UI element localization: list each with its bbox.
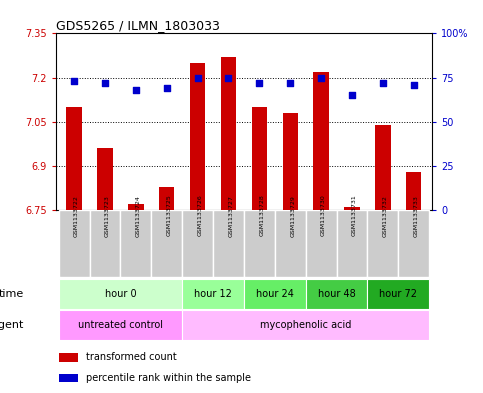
Bar: [58, 310, 182, 340]
Bar: [283, 113, 298, 210]
Bar: [275, 210, 306, 277]
Point: [348, 92, 356, 98]
Bar: [97, 148, 113, 210]
Bar: [252, 107, 267, 210]
Bar: [59, 373, 78, 382]
Bar: [59, 353, 78, 362]
Bar: [89, 210, 120, 277]
Bar: [406, 172, 422, 210]
Text: GSM1133732: GSM1133732: [383, 195, 388, 237]
Bar: [182, 210, 213, 277]
Text: percentile rank within the sample: percentile rank within the sample: [85, 373, 251, 383]
Polygon shape: [29, 285, 48, 303]
Bar: [58, 210, 89, 277]
Point: [379, 80, 387, 86]
Text: GSM1133726: GSM1133726: [198, 195, 202, 237]
Text: GSM1133722: GSM1133722: [74, 195, 79, 237]
Bar: [244, 279, 306, 309]
Bar: [368, 279, 429, 309]
Bar: [306, 279, 368, 309]
Bar: [213, 210, 244, 277]
Text: GSM1133728: GSM1133728: [259, 195, 264, 237]
Bar: [190, 63, 205, 210]
Text: hour 0: hour 0: [105, 289, 136, 299]
Bar: [306, 210, 337, 277]
Polygon shape: [29, 316, 48, 334]
Bar: [313, 72, 329, 210]
Point: [132, 87, 140, 93]
Text: GSM1133725: GSM1133725: [167, 195, 172, 237]
Bar: [221, 57, 236, 210]
Text: mycophenolic acid: mycophenolic acid: [260, 320, 351, 330]
Bar: [244, 210, 275, 277]
Bar: [182, 279, 244, 309]
Text: GSM1133733: GSM1133733: [414, 195, 419, 237]
Bar: [66, 107, 82, 210]
Text: GSM1133731: GSM1133731: [352, 195, 357, 237]
Text: time: time: [0, 289, 24, 299]
Text: GSM1133724: GSM1133724: [136, 195, 141, 237]
Bar: [368, 210, 398, 277]
Point: [70, 78, 78, 84]
Text: transformed count: transformed count: [85, 353, 176, 362]
Bar: [375, 125, 391, 210]
Text: hour 48: hour 48: [318, 289, 355, 299]
Text: GDS5265 / ILMN_1803033: GDS5265 / ILMN_1803033: [56, 19, 219, 32]
Text: GSM1133727: GSM1133727: [228, 195, 233, 237]
Point: [286, 80, 294, 86]
Point: [101, 80, 109, 86]
Bar: [182, 310, 429, 340]
Text: GSM1133730: GSM1133730: [321, 195, 326, 237]
Point: [317, 74, 325, 81]
Bar: [344, 207, 360, 210]
Bar: [58, 279, 182, 309]
Point: [256, 80, 263, 86]
Point: [163, 85, 170, 91]
Text: hour 12: hour 12: [194, 289, 232, 299]
Text: GSM1133723: GSM1133723: [105, 195, 110, 237]
Point: [225, 74, 232, 81]
Text: GSM1133729: GSM1133729: [290, 195, 295, 237]
Bar: [120, 210, 151, 277]
Bar: [398, 210, 429, 277]
Bar: [151, 210, 182, 277]
Text: untreated control: untreated control: [78, 320, 163, 330]
Text: hour 24: hour 24: [256, 289, 294, 299]
Bar: [159, 187, 174, 210]
Point: [410, 81, 418, 88]
Bar: [337, 210, 368, 277]
Text: hour 72: hour 72: [379, 289, 417, 299]
Point: [194, 74, 201, 81]
Text: agent: agent: [0, 320, 24, 330]
Bar: [128, 204, 143, 210]
